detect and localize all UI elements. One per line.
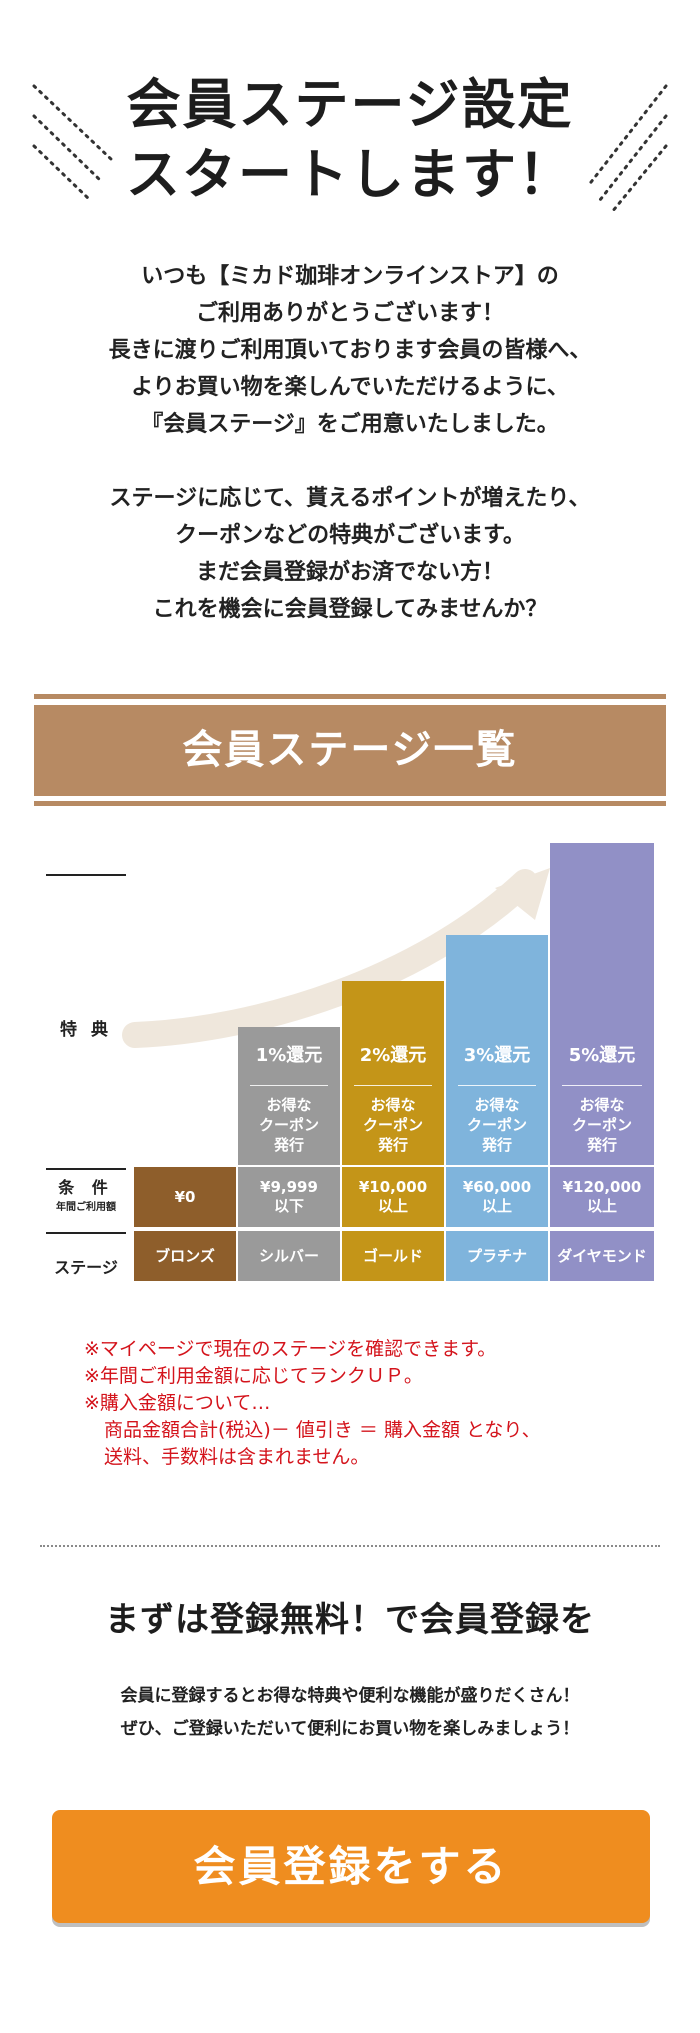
benefit-bar-3: 3%還元お得なクーポン発行 — [446, 935, 548, 1165]
condition-amount: ¥120,000 — [562, 1178, 642, 1196]
stage-cell-1: シルバー — [238, 1231, 340, 1281]
note-item: ※年間ご利用金額に応じてランクＵＰ。 — [84, 1365, 423, 1387]
benefit-divider — [250, 1085, 328, 1086]
condition-qualifier: 以下 — [273, 1197, 304, 1215]
benefit-label: 5%還元 — [568, 1045, 636, 1066]
condition-qualifier: 以上 — [586, 1197, 617, 1215]
row-label-stage: ステージ — [54, 1258, 118, 1277]
row-rule — [46, 1232, 126, 1234]
coupon-line: 発行 — [586, 1136, 617, 1154]
sparkle-lines-left-icon — [32, 84, 114, 202]
condition-cell-2: ¥10,000 以上 — [342, 1167, 444, 1227]
benefit-label: 3%還元 — [463, 1045, 531, 1066]
row-label-condition: 条 件 — [58, 1178, 114, 1197]
coupon-line: 発行 — [481, 1136, 512, 1154]
page-title-line1: 会員ステージ設定 — [126, 73, 574, 136]
row-label-condition-sub: 年間ご利用額 — [56, 1202, 116, 1213]
stage-cell-3: プラチナ — [446, 1231, 548, 1281]
intro-line: ご利用ありがとうございます！ — [195, 301, 504, 326]
intro-line: まだ会員登録がお済でない方！ — [195, 560, 504, 585]
note-item: ※購入金額について… — [84, 1392, 271, 1414]
intro-line: 長きに渡りご利用頂いております会員の皆様へ、 — [108, 338, 592, 363]
intro-text: いつも【ミカド珈琲オンラインストア】の ご利用ありがとうございます！ 長きに渡り… — [0, 258, 700, 628]
condition-amount: ¥0 — [174, 1187, 196, 1206]
growth-arrow-icon — [122, 868, 550, 1048]
note-item: ※マイページで現在のステージを確認できます。 — [84, 1338, 497, 1360]
section-title: 会員ステージ一覧 — [182, 727, 518, 773]
stage-cell-0: ブロンズ — [134, 1231, 236, 1281]
row-rule — [46, 1168, 126, 1170]
dotted-divider — [40, 1545, 660, 1547]
coupon-line: お得な — [266, 1096, 312, 1114]
condition-qualifier: 以上 — [481, 1197, 512, 1215]
cta-text-line: 会員に登録するとお得な特典や便利な機能が盛りだくさん！ — [120, 1686, 580, 1706]
benefit-bar-4: 5%還元お得なクーポン発行 — [550, 843, 654, 1165]
sparkle-lines-right-icon — [586, 84, 668, 214]
header-rule-top — [34, 694, 666, 699]
benefit-bar-2: 2%還元お得なクーポン発行 — [342, 981, 444, 1165]
intro-line: クーポンなどの特典がございます。 — [175, 523, 525, 548]
cta-heading: まずは登録無料！で会員登録を — [105, 1600, 595, 1640]
coupon-label: お得な クーポン 発行 — [342, 1095, 444, 1155]
hero: 会員ステージ設定 スタートします！ — [0, 0, 700, 230]
condition-cell-3: ¥60,000 以上 — [446, 1167, 548, 1227]
intro-line: よりお買い物を楽しんでいただけるように、 — [131, 375, 569, 400]
benefit-divider — [562, 1085, 642, 1086]
header-band — [34, 705, 666, 796]
page-title-line2: スタートします！ — [126, 143, 574, 206]
note-detail: 商品金額合計(税込)－ 値引き ＝ 購入金額 となり、 — [104, 1419, 541, 1441]
intro-line: ステージに応じて、貰えるポイントが増えたり、 — [109, 486, 591, 511]
condition-qualifier: 以上 — [377, 1197, 408, 1215]
condition-cell-0: ¥0 — [134, 1167, 236, 1227]
stage-cell-4: ダイヤモンド — [550, 1231, 654, 1281]
coupon-line: クーポン — [258, 1116, 319, 1134]
benefit-bar-1: 1%還元お得なクーポン発行 — [238, 1027, 340, 1165]
chart-top-rule — [46, 874, 126, 876]
coupon-line: お得な — [474, 1096, 520, 1114]
coupon-label: お得な クーポン 発行 — [446, 1095, 548, 1155]
coupon-label: お得な クーポン 発行 — [238, 1095, 340, 1155]
condition-amount: ¥10,000 — [358, 1178, 428, 1196]
coupon-line: クーポン — [571, 1116, 632, 1134]
coupon-label: お得な クーポン 発行 — [550, 1095, 654, 1155]
note-detail: 送料、手数料は含まれません。 — [104, 1446, 370, 1468]
section-header: 会員ステージ一覧 — [34, 694, 666, 806]
intro-line: これを機会に会員登録してみませんか？ — [152, 597, 548, 622]
condition-amount: ¥9,999 — [260, 1178, 318, 1196]
notes: ※マイページで現在のステージを確認できます。 ※年間ご利用金額に応じてランクＵＰ… — [84, 1336, 684, 1471]
intro-line: 『会員ステージ』をご用意いたしました。 — [141, 412, 559, 437]
register-button[interactable]: 会員登録をする — [52, 1810, 650, 1923]
condition-cell-1: ¥9,999 以下 — [238, 1167, 340, 1227]
coupon-line: お得な — [579, 1096, 625, 1114]
benefit-divider — [458, 1085, 536, 1086]
row-label-benefit: 特 典 — [60, 1020, 112, 1040]
coupon-line: お得な — [370, 1096, 416, 1114]
benefit-label: 2%還元 — [359, 1045, 427, 1066]
header-rule-bottom — [34, 801, 666, 806]
coupon-line: 発行 — [273, 1136, 304, 1154]
intro-line: いつも【ミカド珈琲オンラインストア】の — [141, 264, 559, 289]
coupon-line: クーポン — [466, 1116, 527, 1134]
page-title: 会員ステージ設定 スタートします！ — [0, 70, 700, 210]
benefit-divider — [354, 1085, 432, 1086]
coupon-line: クーポン — [362, 1116, 423, 1134]
condition-amount: ¥60,000 — [462, 1178, 532, 1196]
condition-cell-4: ¥120,000 以上 — [550, 1167, 654, 1227]
cta-text-line: ぜひ、ご登録いただいて便利にお買い物を楽しみましょう！ — [120, 1719, 580, 1739]
stage-cell-2: ゴールド — [342, 1231, 444, 1281]
stage-chart: 特 典 条 件 年間ご利用額 ステージ ¥0 ブロンズ 1%還元 お得な クーポン 発行 ¥… — [0, 843, 700, 1300]
benefit-label: 1%還元 — [255, 1045, 323, 1066]
coupon-line: 発行 — [377, 1136, 408, 1154]
cta-text: 会員に登録するとお得な特典や便利な機能が盛りだくさん！ ぜひ、ご登録いただいて便… — [0, 1680, 700, 1746]
